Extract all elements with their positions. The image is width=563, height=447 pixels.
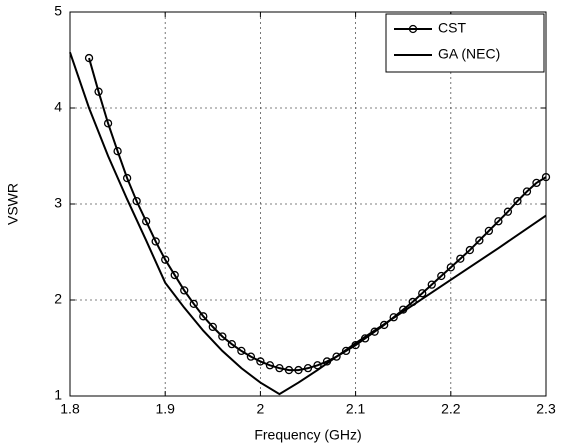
marker [170,270,179,280]
marker [313,361,322,370]
y-tick-label: 2 [54,291,62,307]
y-tick-label: 3 [54,195,62,211]
marker [180,286,189,295]
y-tick-label: 4 [54,99,62,115]
y-tick-label: 1 [54,387,62,403]
marker [418,289,427,298]
marker [484,226,494,236]
marker [541,172,551,182]
marker [332,352,341,361]
marker [103,119,113,128]
marker [237,346,246,356]
marker [84,53,94,63]
marker [199,312,208,321]
legend-label: CST [438,20,466,36]
marker [475,236,484,245]
marker [227,340,236,349]
marker [189,299,198,308]
x-tick-label: 1.9 [155,401,175,417]
marker [494,217,503,226]
legend-label: GA (NEC) [438,46,500,62]
marker [294,365,303,375]
marker [275,364,284,373]
marker [246,352,256,361]
marker [122,173,132,183]
marker [303,364,313,373]
series-line [69,51,547,396]
marker [503,207,513,216]
y-axis-label: VSWR [5,183,21,225]
marker [341,346,351,356]
series-line [88,57,547,372]
marker [208,322,217,332]
marker [465,245,474,255]
marker [218,332,227,341]
x-tick-label: 2 [257,401,265,417]
marker [151,237,160,246]
x-tick-label: 2.1 [346,401,366,417]
marker [132,196,141,206]
marker [265,361,275,370]
marker [456,254,465,263]
x-tick-label: 1.8 [60,401,80,417]
plot-frame [69,11,547,397]
marker [380,320,389,330]
x-axis-label: Frequency (GHz) [254,427,361,443]
marker [142,217,151,226]
marker [389,313,398,322]
marker [427,280,436,289]
marker [94,87,103,96]
marker [532,178,541,188]
marker [522,187,532,196]
x-tick-label: 2.3 [536,401,556,417]
marker [256,357,265,366]
marker [446,263,455,272]
x-tick-label: 2.2 [441,401,461,417]
legend-box [385,13,545,73]
marker [161,255,170,264]
marker [513,196,522,206]
legend-marker [408,24,418,34]
marker [284,365,294,375]
y-tick-label: 5 [54,3,62,19]
marker [437,271,446,281]
marker [113,147,122,156]
